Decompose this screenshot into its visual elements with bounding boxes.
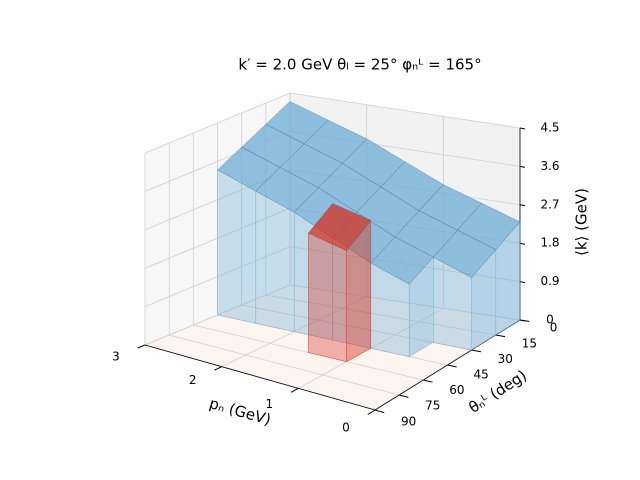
y-tick bbox=[423, 379, 433, 383]
x-tick-label: 2 bbox=[189, 373, 197, 387]
x-tick bbox=[137, 344, 146, 349]
x-tick-label: 1 bbox=[266, 397, 274, 411]
z-tick-label: 0.9 bbox=[540, 274, 559, 288]
z-tick bbox=[519, 127, 526, 130]
x-tick-label: 0 bbox=[342, 421, 350, 435]
grid-line bbox=[289, 284, 521, 321]
grid-line bbox=[289, 92, 521, 129]
y-tick bbox=[471, 349, 481, 353]
y-tick-label: 60 bbox=[449, 383, 464, 397]
z-axis-label: ⟨k⟩ (GeV) bbox=[573, 188, 591, 256]
grid-line bbox=[144, 92, 291, 154]
surface-curtain bbox=[217, 169, 257, 324]
z-tick bbox=[519, 242, 526, 245]
grid-line bbox=[265, 294, 496, 336]
grid-line bbox=[169, 334, 400, 396]
y-tick bbox=[399, 394, 409, 398]
floor-pane bbox=[145, 285, 520, 410]
y-tick bbox=[447, 364, 457, 368]
z-tick-label: 2.7 bbox=[540, 197, 559, 211]
y-tick-label: 0 bbox=[550, 321, 558, 335]
z-tick-label: 3.6 bbox=[540, 159, 559, 173]
z-tick-label: 0 bbox=[546, 313, 554, 327]
x-tick bbox=[214, 366, 222, 371]
y-tick bbox=[495, 334, 506, 338]
x-tick-label: 3 bbox=[112, 350, 120, 364]
y-tick-label: 75 bbox=[425, 399, 440, 413]
surface-patch bbox=[308, 203, 372, 251]
y-tick bbox=[374, 409, 385, 414]
surface-curtain bbox=[308, 232, 347, 362]
y-tick-label: 90 bbox=[401, 414, 416, 428]
x-tick bbox=[367, 409, 376, 415]
x-axis-label: pₙ (GeV) bbox=[207, 394, 273, 429]
z-tick bbox=[519, 319, 526, 322]
x-tick bbox=[290, 387, 299, 393]
y-tick-label: 30 bbox=[498, 352, 513, 366]
z-tick bbox=[519, 281, 526, 284]
x-axis-line bbox=[144, 344, 376, 411]
z-tick bbox=[519, 165, 526, 168]
y-tick-label: 45 bbox=[473, 368, 488, 382]
z-tick bbox=[519, 204, 526, 207]
z-tick-label: 1.8 bbox=[540, 236, 559, 250]
surface-curtain bbox=[255, 190, 295, 332]
y-tick-label: 15 bbox=[522, 336, 537, 350]
z-tick-label: 4.5 bbox=[540, 121, 559, 135]
chart-title: k′ = 2.0 GeV θₗ = 25° φₙᴸ = 165° bbox=[238, 56, 481, 74]
